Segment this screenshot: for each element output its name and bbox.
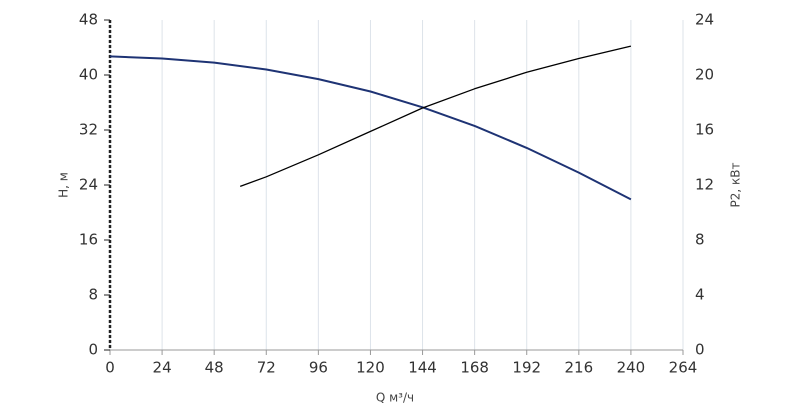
x-tick-label: 144 <box>408 359 437 377</box>
x-tick-label: 72 <box>257 359 276 377</box>
x-tick-label: 216 <box>564 359 593 377</box>
x-tick-label: 96 <box>309 359 328 377</box>
y2-tick-label: 12 <box>695 176 714 194</box>
y-tick-label: 48 <box>79 11 98 29</box>
y2-tick-label: 16 <box>695 121 714 139</box>
x-tick-label: 264 <box>669 359 698 377</box>
y-tick-label: 24 <box>79 176 98 194</box>
x-tick-label: 0 <box>105 359 115 377</box>
y-tick-label: 0 <box>88 341 98 359</box>
y-tick-label: 40 <box>79 66 98 84</box>
series-line <box>239 45 632 188</box>
y-axis-label: H, м <box>57 172 71 198</box>
y-tick-label: 16 <box>79 231 98 249</box>
x-tick-label: 24 <box>153 359 172 377</box>
x-tick-label: 240 <box>617 359 646 377</box>
y2-tick-label: 8 <box>695 231 705 249</box>
y2-axis-label: P2, кВт <box>729 163 743 208</box>
y2-tick-label: 4 <box>695 286 705 304</box>
x-tick-label: 192 <box>512 359 541 377</box>
series-line <box>109 55 632 201</box>
y2-tick-label: 20 <box>695 66 714 84</box>
y2-tick-label: 0 <box>695 341 705 359</box>
x-tick-label: 168 <box>460 359 489 377</box>
y-tick-label: 32 <box>79 121 98 139</box>
x-tick-label: 120 <box>356 359 385 377</box>
y2-tick-label: 24 <box>695 11 714 29</box>
y-tick-label: 8 <box>88 286 98 304</box>
x-axis-label: Q м³/ч <box>376 391 414 405</box>
x-tick-label: 48 <box>205 359 224 377</box>
